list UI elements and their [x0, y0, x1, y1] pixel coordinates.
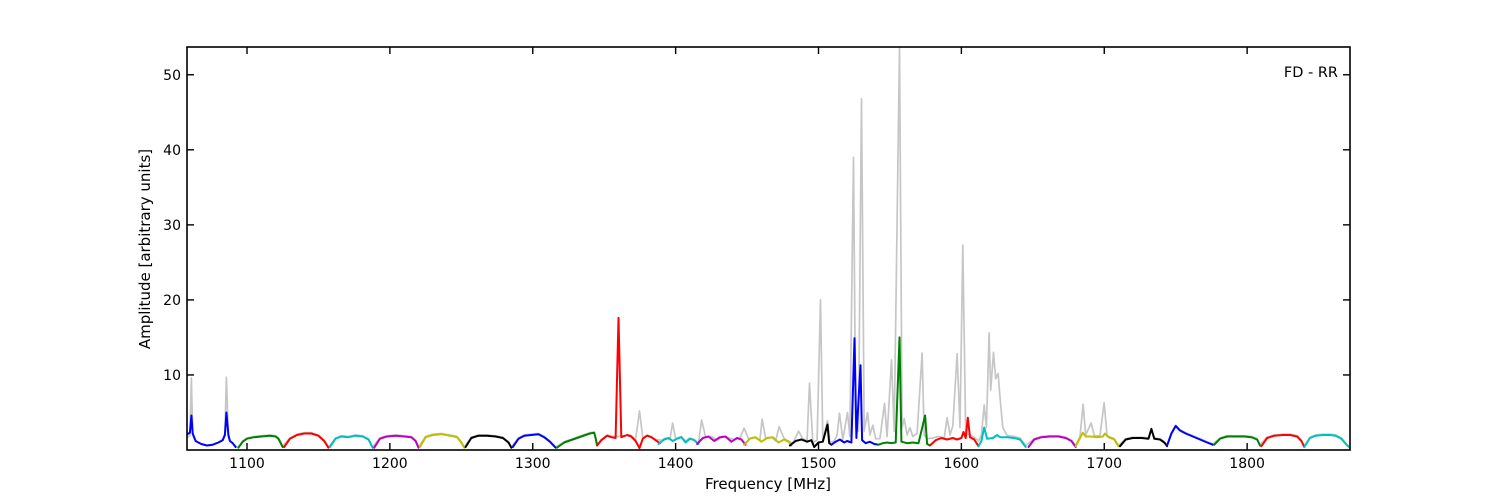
- series-band-23: [1213, 435, 1261, 447]
- series-raw-spectrum: [187, 47, 1350, 448]
- y-tick-label: 30: [163, 218, 181, 234]
- x-tick-label: 1400: [658, 456, 694, 472]
- series-band-03: [283, 432, 330, 449]
- series-band-05: [373, 434, 420, 449]
- axes-frame: [186, 46, 1351, 451]
- series-band-13: [743, 436, 793, 447]
- series-band-14: [788, 423, 833, 448]
- series-band-18: [977, 426, 1027, 448]
- series-band-12: [696, 435, 747, 446]
- y-tick-label: 50: [163, 68, 181, 84]
- series-band-09: [556, 431, 599, 449]
- x-tick-label: 1700: [1086, 456, 1122, 472]
- series-band-07: [464, 434, 513, 449]
- series-band-20: [1074, 431, 1120, 448]
- x-tick-label: 1300: [515, 456, 551, 472]
- spectrum-traces: [187, 47, 1350, 450]
- corner-label: FD - RR: [1284, 65, 1338, 81]
- series-band-21: [1119, 428, 1169, 448]
- y-axis-label: Amplitude [arbitrary units]: [136, 149, 154, 349]
- series-band-17: [928, 416, 980, 448]
- series-band-16: [877, 336, 931, 447]
- series-band-04: [328, 434, 374, 449]
- series-band-01: [187, 411, 237, 448]
- x-tick-label: 1500: [801, 456, 837, 472]
- series-band-02: [237, 434, 284, 449]
- x-tick-label: 1200: [372, 456, 408, 472]
- series-band-19: [1027, 435, 1077, 448]
- series-band-08: [511, 433, 557, 449]
- series-band-25: [1303, 434, 1350, 449]
- series-band-11: [657, 436, 700, 445]
- x-tick-label: 1100: [229, 456, 265, 472]
- x-tick-label: 1800: [1229, 456, 1265, 472]
- axis-ticks: [187, 47, 1350, 450]
- y-tick-label: 40: [163, 143, 181, 159]
- axis-tick-labels: 1100 1200 1300 1400 1500 1600 1700 1800 10 20 30 40…: [163, 68, 1265, 472]
- series-band-15: [830, 337, 880, 446]
- y-tick-label: 20: [163, 293, 181, 309]
- y-tick-label: 10: [163, 368, 181, 384]
- x-tick-label: 1600: [944, 456, 980, 472]
- series-band-22: [1166, 425, 1214, 447]
- series-band-24: [1260, 434, 1306, 448]
- x-axis-label: Frequency [MHz]: [705, 475, 831, 493]
- series-band-10: [596, 316, 661, 450]
- series-band-06: [418, 433, 466, 449]
